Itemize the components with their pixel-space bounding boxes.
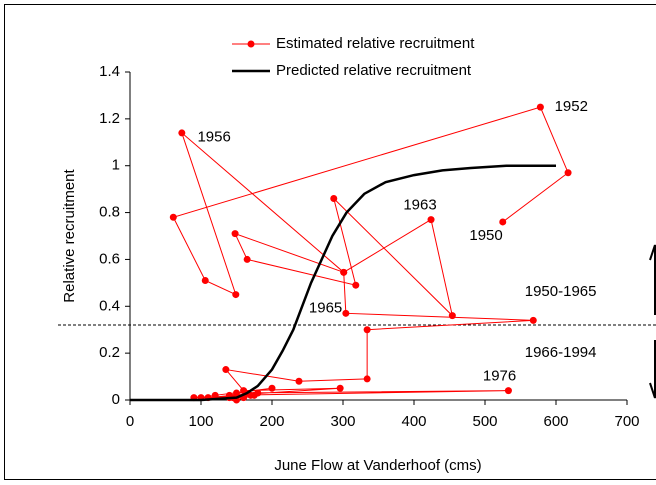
data-point <box>240 387 248 395</box>
x-tick-label: 0 <box>126 413 134 430</box>
annotation: 1976 <box>483 368 516 385</box>
y-tick-label: 0.4 <box>99 297 120 314</box>
data-point <box>427 216 435 224</box>
y-tick-label: 1 <box>112 157 120 174</box>
arrow-up <box>649 244 656 315</box>
arrow-down <box>649 340 656 399</box>
data-point <box>295 377 303 385</box>
annotation: 1965 <box>309 300 342 317</box>
x-tick-label: 300 <box>330 413 355 430</box>
data-point <box>169 213 177 221</box>
y-tick-label: 1.4 <box>99 63 120 80</box>
y-axis-label: Relative recruitment <box>61 168 78 302</box>
x-tick-label: 600 <box>543 413 568 430</box>
data-point <box>250 391 258 399</box>
data-point <box>336 384 344 392</box>
data-point <box>211 391 219 399</box>
data-point <box>504 387 512 395</box>
legend-label: Estimated relative recruitment <box>276 35 475 52</box>
data-point <box>536 103 544 111</box>
data-point <box>363 326 371 334</box>
y-tick-label: 0.8 <box>99 204 120 221</box>
y-tick-label: 0.2 <box>99 344 120 361</box>
y-tick-label: 1.2 <box>99 110 120 127</box>
x-tick-label: 500 <box>472 413 497 430</box>
chart-frame <box>4 4 656 480</box>
data-point <box>529 316 537 324</box>
data-point <box>201 277 209 285</box>
data-point <box>268 384 276 392</box>
data-point <box>340 268 348 276</box>
y-tick-label: 0.6 <box>99 250 120 267</box>
data-point <box>352 281 360 289</box>
annotation: 1963 <box>403 197 436 214</box>
x-tick-label: 700 <box>614 413 639 430</box>
annotation: 1956 <box>197 129 230 146</box>
data-point <box>564 169 572 177</box>
data-point <box>342 309 350 317</box>
data-point <box>232 291 240 299</box>
legend-label: Predicted relative recruitment <box>276 62 472 79</box>
x-tick-label: 400 <box>401 413 426 430</box>
annotation: 1950 <box>469 227 502 244</box>
annotation: 1952 <box>555 98 588 115</box>
legend-marker <box>247 40 255 48</box>
x-tick-label: 200 <box>259 413 284 430</box>
data-point <box>231 230 239 238</box>
data-point <box>330 195 338 203</box>
series-line <box>172 106 569 401</box>
data-point <box>363 375 371 383</box>
annotation: 1950-1965 <box>525 283 597 300</box>
data-point <box>243 255 251 263</box>
data-point <box>499 218 507 226</box>
x-tick-label: 100 <box>188 413 213 430</box>
x-axis-label: June Flow at Vanderhoof (cms) <box>274 457 481 474</box>
data-point <box>222 366 230 374</box>
data-point <box>448 312 456 320</box>
data-point <box>178 129 186 137</box>
series-line <box>130 164 556 402</box>
annotation: 1966-1994 <box>525 344 597 361</box>
y-tick-label: 0 <box>112 391 120 408</box>
